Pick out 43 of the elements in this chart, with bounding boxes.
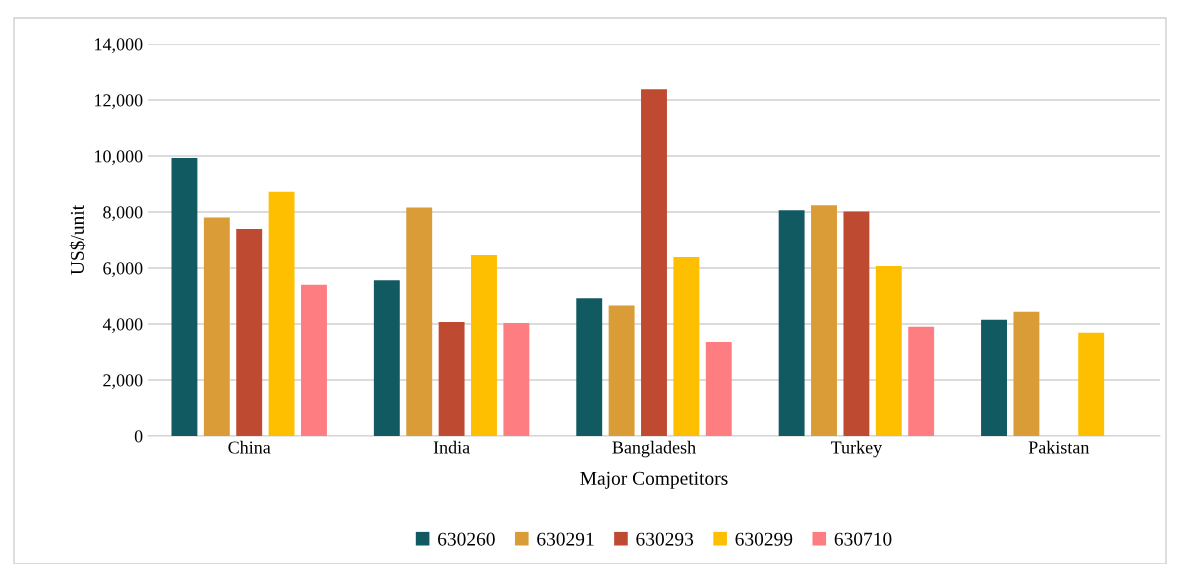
legend-label: 630293 xyxy=(636,532,694,546)
legend-label: 630260 xyxy=(438,532,495,546)
x-tick-label: China xyxy=(228,440,271,454)
bar xyxy=(875,266,902,436)
bar xyxy=(843,211,870,436)
bar xyxy=(203,217,230,436)
y-tick-label: 8,000 xyxy=(103,206,143,222)
bar xyxy=(1078,332,1105,436)
x-axis-title: Major Competitors xyxy=(580,471,728,489)
bar xyxy=(1013,311,1040,436)
bar xyxy=(641,89,667,436)
y-axis-title: US$/unit xyxy=(69,205,86,275)
y-tick-label: 10,000 xyxy=(95,150,143,166)
bar xyxy=(811,205,837,436)
bar xyxy=(406,207,433,436)
x-tick-label: Bangladesh xyxy=(612,440,696,458)
bar xyxy=(673,257,700,436)
legend-label: 630291 xyxy=(537,532,594,546)
y-tick-label: 2,000 xyxy=(103,374,143,390)
y-tick-label: 6,000 xyxy=(103,262,143,278)
y-tick-label: 0 xyxy=(134,430,143,443)
y-tick-label: 12,000 xyxy=(95,94,143,110)
x-tick-label: India xyxy=(433,440,470,454)
bar xyxy=(503,322,530,436)
bar xyxy=(576,298,603,436)
x-tick-label: Turkey xyxy=(830,440,883,458)
bar xyxy=(373,280,400,436)
bar xyxy=(608,305,635,436)
bar xyxy=(301,284,327,436)
bar xyxy=(705,341,732,436)
bar xyxy=(778,210,805,436)
bar xyxy=(908,326,935,436)
legend-label: 630299 xyxy=(735,532,793,546)
bar xyxy=(471,255,497,436)
x-tick-label: Pakistan xyxy=(1028,440,1090,454)
bar xyxy=(171,157,198,436)
y-tick-label: 4,000 xyxy=(102,318,143,334)
bar xyxy=(236,229,263,436)
legend-label: 630710 xyxy=(834,532,892,546)
bar xyxy=(981,319,1007,436)
bar xyxy=(268,191,295,436)
y-tick-label: 14,000 xyxy=(95,38,143,54)
bar xyxy=(438,322,465,436)
